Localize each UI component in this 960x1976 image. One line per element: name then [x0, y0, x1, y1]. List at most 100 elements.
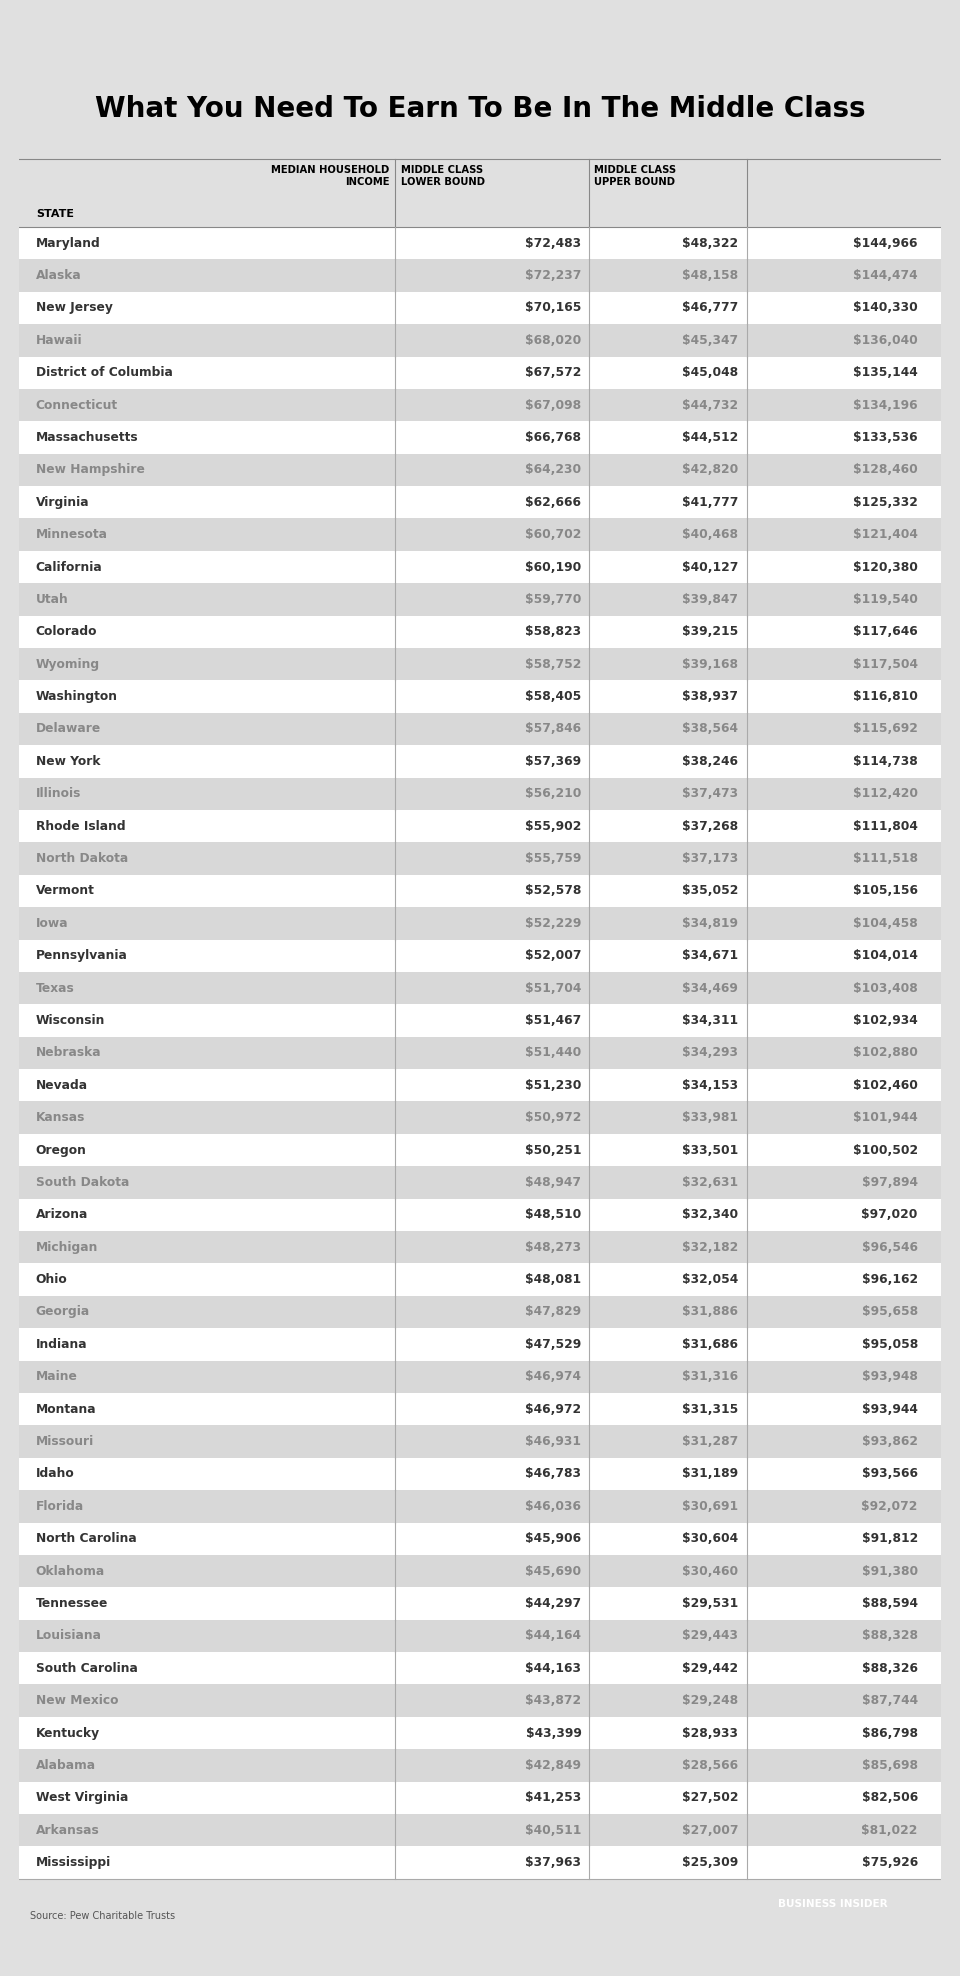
Text: $93,862: $93,862 — [862, 1435, 918, 1448]
Text: $81,022: $81,022 — [861, 1824, 918, 1838]
Bar — [19, 1782, 941, 1814]
Text: $144,474: $144,474 — [853, 269, 918, 283]
Text: $85,698: $85,698 — [862, 1759, 918, 1772]
Bar — [19, 939, 941, 972]
Bar — [19, 1296, 941, 1328]
Text: West Virginia: West Virginia — [36, 1792, 129, 1804]
Bar — [19, 1101, 941, 1134]
Bar — [19, 745, 941, 779]
Text: South Carolina: South Carolina — [36, 1662, 137, 1676]
Bar — [19, 259, 941, 292]
Text: $57,846: $57,846 — [525, 723, 582, 735]
Text: $102,460: $102,460 — [852, 1079, 918, 1093]
Text: Montana: Montana — [36, 1403, 96, 1415]
Text: $96,546: $96,546 — [862, 1241, 918, 1253]
Text: $97,894: $97,894 — [862, 1176, 918, 1190]
Bar — [19, 1814, 941, 1846]
Text: $136,040: $136,040 — [853, 334, 918, 348]
Text: $59,770: $59,770 — [525, 593, 582, 607]
Text: $32,054: $32,054 — [682, 1273, 738, 1286]
Text: Oklahoma: Oklahoma — [36, 1565, 105, 1577]
Text: Massachusetts: Massachusetts — [36, 431, 138, 445]
Text: $34,671: $34,671 — [682, 948, 738, 962]
Text: Arizona: Arizona — [36, 1207, 88, 1221]
Text: $31,189: $31,189 — [682, 1468, 738, 1480]
Text: South Dakota: South Dakota — [36, 1176, 130, 1190]
Text: $96,162: $96,162 — [862, 1273, 918, 1286]
Bar — [19, 1069, 941, 1101]
Text: $82,506: $82,506 — [861, 1792, 918, 1804]
Bar — [19, 1587, 941, 1620]
Bar — [19, 617, 941, 648]
Text: $72,483: $72,483 — [525, 237, 582, 249]
Text: $37,473: $37,473 — [682, 786, 738, 800]
Text: $93,944: $93,944 — [862, 1403, 918, 1415]
Bar — [19, 1166, 941, 1199]
Text: $27,502: $27,502 — [682, 1792, 738, 1804]
Text: Oregon: Oregon — [36, 1144, 86, 1156]
Bar — [19, 1361, 941, 1393]
Text: $58,823: $58,823 — [525, 624, 582, 638]
Text: $102,934: $102,934 — [853, 1014, 918, 1028]
Text: $42,849: $42,849 — [525, 1759, 582, 1772]
Text: $44,164: $44,164 — [525, 1630, 582, 1642]
Text: $88,328: $88,328 — [862, 1630, 918, 1642]
Bar — [19, 486, 941, 518]
Text: North Carolina: North Carolina — [36, 1531, 136, 1545]
Text: $51,467: $51,467 — [525, 1014, 582, 1028]
Text: $75,926: $75,926 — [861, 1855, 918, 1869]
Text: $50,972: $50,972 — [525, 1111, 582, 1124]
Text: $46,974: $46,974 — [525, 1369, 582, 1383]
Bar — [19, 1555, 941, 1587]
Text: $64,230: $64,230 — [525, 464, 582, 476]
Text: $91,380: $91,380 — [862, 1565, 918, 1577]
Text: $91,812: $91,812 — [861, 1531, 918, 1545]
Bar — [19, 1846, 941, 1879]
Bar — [19, 810, 941, 842]
Text: $44,163: $44,163 — [525, 1662, 582, 1676]
Text: $34,311: $34,311 — [682, 1014, 738, 1028]
Bar — [19, 972, 941, 1004]
Bar — [19, 1199, 941, 1231]
Text: Vermont: Vermont — [36, 885, 95, 897]
Text: $46,036: $46,036 — [525, 1500, 582, 1514]
Text: $51,230: $51,230 — [525, 1079, 582, 1093]
Text: $30,604: $30,604 — [682, 1531, 738, 1545]
Text: $39,168: $39,168 — [682, 658, 738, 670]
Text: $48,273: $48,273 — [525, 1241, 582, 1253]
Text: $58,405: $58,405 — [525, 690, 582, 703]
Text: $33,981: $33,981 — [682, 1111, 738, 1124]
Text: California: California — [36, 561, 103, 573]
Text: $88,594: $88,594 — [862, 1597, 918, 1610]
Bar — [19, 1328, 941, 1361]
Text: $86,798: $86,798 — [862, 1727, 918, 1739]
Text: Georgia: Georgia — [36, 1306, 90, 1318]
Bar — [19, 551, 941, 583]
Text: Delaware: Delaware — [36, 723, 101, 735]
Text: $68,020: $68,020 — [525, 334, 582, 348]
Text: $39,847: $39,847 — [682, 593, 738, 607]
Text: $45,347: $45,347 — [682, 334, 738, 348]
Text: $97,020: $97,020 — [861, 1207, 918, 1221]
Text: District of Columbia: District of Columbia — [36, 366, 173, 379]
Text: New Jersey: New Jersey — [36, 302, 112, 314]
Text: $32,340: $32,340 — [682, 1207, 738, 1221]
Text: $114,738: $114,738 — [853, 755, 918, 769]
Text: $45,048: $45,048 — [682, 366, 738, 379]
Text: $52,229: $52,229 — [525, 917, 582, 931]
Text: $45,906: $45,906 — [525, 1531, 582, 1545]
Text: $28,933: $28,933 — [682, 1727, 738, 1739]
Text: MIDDLE CLASS
UPPER BOUND: MIDDLE CLASS UPPER BOUND — [594, 166, 677, 188]
Text: $51,704: $51,704 — [525, 982, 582, 994]
Text: $128,460: $128,460 — [853, 464, 918, 476]
Text: $95,058: $95,058 — [861, 1338, 918, 1352]
Text: $41,253: $41,253 — [525, 1792, 582, 1804]
Text: $31,686: $31,686 — [682, 1338, 738, 1352]
Text: $87,744: $87,744 — [862, 1693, 918, 1707]
Bar — [19, 1134, 941, 1166]
Bar — [19, 1620, 941, 1652]
Text: $144,966: $144,966 — [853, 237, 918, 249]
Bar — [19, 583, 941, 617]
Text: Wisconsin: Wisconsin — [36, 1014, 106, 1028]
Text: Maine: Maine — [36, 1369, 78, 1383]
